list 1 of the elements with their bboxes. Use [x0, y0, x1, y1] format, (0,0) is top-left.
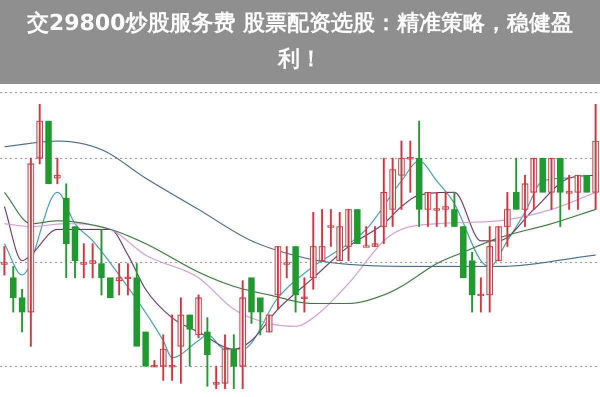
chart-title: 交29800炒股服务费 股票配资选股：精准策略，稳健盈利！ [26, 10, 574, 74]
